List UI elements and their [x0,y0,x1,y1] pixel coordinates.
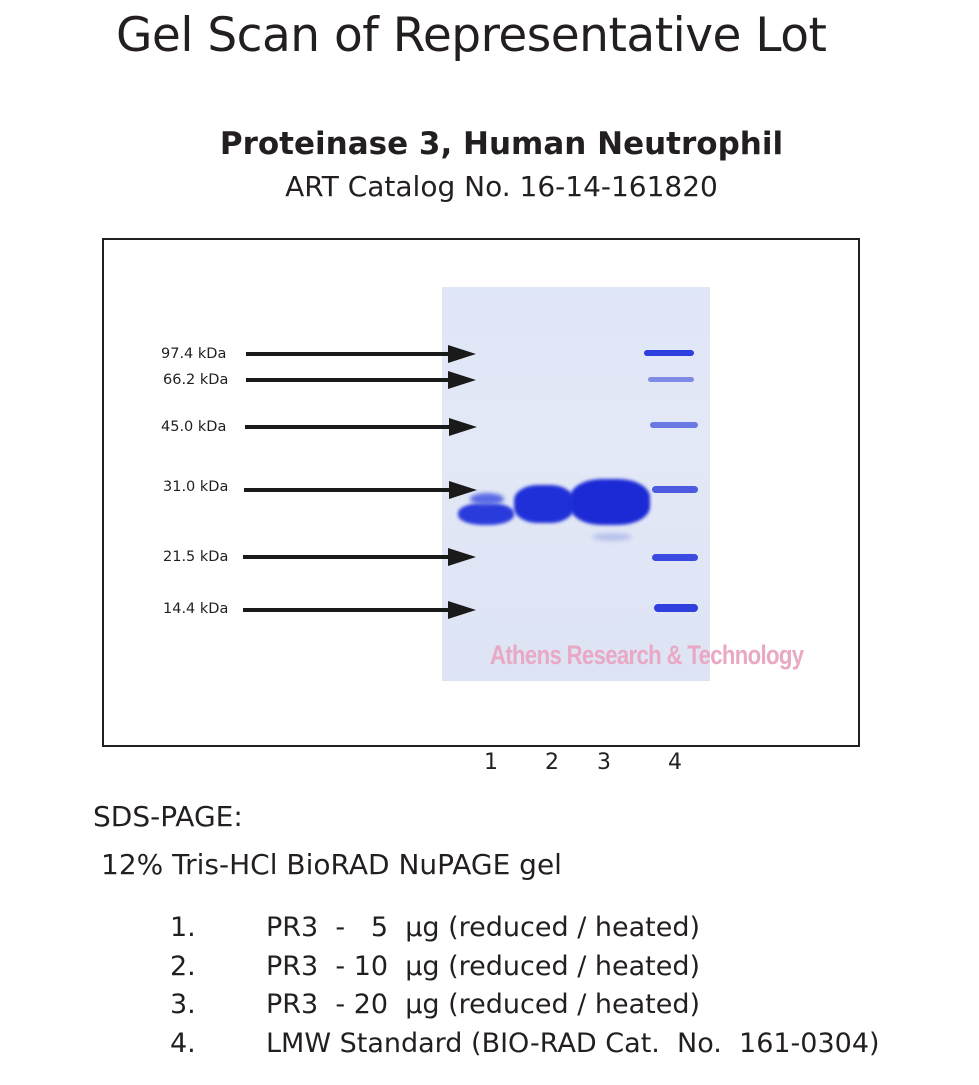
gel-image [442,287,710,681]
lane-3-band [570,479,650,525]
method-heading: SDS-PAGE: [93,800,243,833]
ladder-band-97 [644,350,694,356]
ladder-band-31 [652,486,698,493]
product-title: Proteinase 3, Human Neutrophil [219,126,784,162]
lane-number: 1 [484,750,498,775]
marker-label: 31.0 kDa [163,479,229,495]
lane-1-band-upper [470,493,504,505]
gel-type: 12% Tris-HCl BioRAD NuPAGE gel [101,848,562,881]
marker-label: 97.4 kDa [161,346,227,362]
lane-number: 3 [597,750,611,775]
ladder-band-66 [648,377,694,382]
legend-number: 1. [170,912,196,943]
lane-3-faint-band [592,533,632,541]
watermark: Athens Research & Technology [490,640,804,670]
legend-text: PR3 - 5 µg (reduced / heated) [266,912,701,943]
catalog-number: ART Catalog No. 16-14-161820 [285,170,718,203]
marker-label: 14.4 kDa [163,601,229,617]
legend-number: 3. [170,989,196,1020]
lane-2-band [514,485,574,523]
legend-text: PR3 - 10 µg (reduced / heated) [266,951,701,982]
marker-arrow [243,601,476,619]
page-title: Gel Scan of Representative Lot [116,8,827,63]
lane-number: 2 [545,750,559,775]
ladder-band-14 [654,604,698,612]
marker-arrow [244,481,477,499]
marker-arrow [246,371,476,389]
legend-number: 4. [170,1028,196,1059]
lane-1-band [458,503,514,525]
ladder-band-21 [652,554,698,561]
marker-label: 21.5 kDa [163,549,229,565]
gel-image-frame [102,238,860,747]
marker-label: 66.2 kDa [163,372,229,388]
marker-arrow [243,548,476,566]
legend-text: PR3 - 20 µg (reduced / heated) [266,989,701,1020]
ladder-band-45 [650,422,698,428]
legend-number: 2. [170,951,196,982]
lane-number: 4 [668,750,682,775]
legend-text: LMW Standard (BIO-RAD Cat. No. 161-0304) [266,1028,880,1059]
marker-label: 45.0 kDa [161,419,227,435]
marker-arrow [246,345,476,363]
marker-arrow [245,418,477,436]
